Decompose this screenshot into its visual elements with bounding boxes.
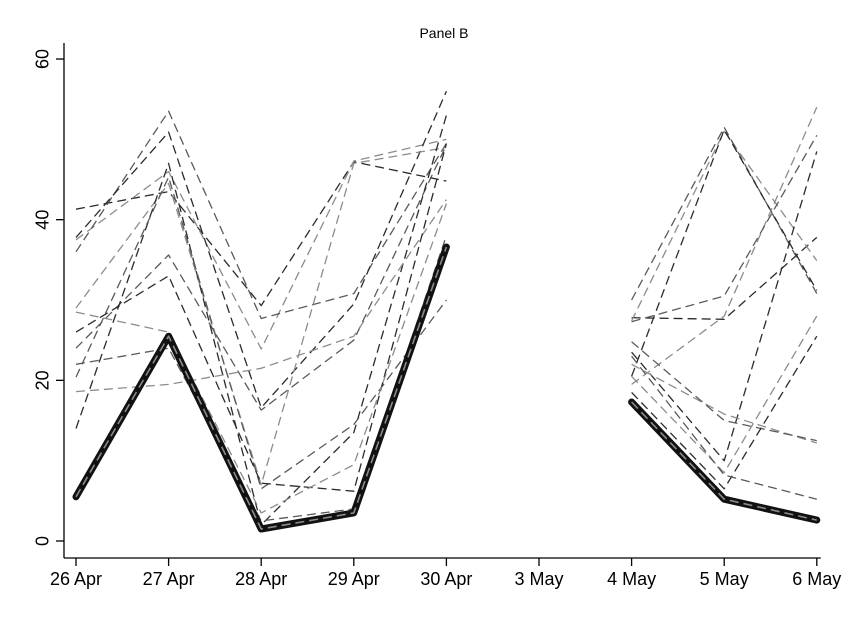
series-line-7 bbox=[75, 115, 448, 526]
y-tick-label: 40 bbox=[32, 210, 52, 230]
series-line-1 bbox=[75, 161, 447, 307]
series-line-8 bbox=[75, 199, 447, 393]
series-line-11 bbox=[75, 203, 448, 514]
series-line-9 bbox=[631, 341, 817, 442]
series-group bbox=[72, 90, 821, 533]
x-tick-label: 6 May bbox=[792, 569, 841, 589]
y-axis: 0 20 40 60 bbox=[32, 43, 65, 558]
y-tick-label: 0 bbox=[32, 536, 52, 546]
series-line-10 bbox=[75, 143, 448, 492]
series-line-3 bbox=[631, 126, 818, 301]
x-axis: 26 Apr 27 Apr 28 Apr 29 Apr 30 Apr 3 May 4 May… bbox=[50, 557, 841, 589]
x-tick-label: 28 Apr bbox=[235, 569, 287, 589]
y-tick-label: 20 bbox=[32, 370, 52, 390]
x-tick-label: 3 May bbox=[514, 569, 563, 589]
series-line-12 bbox=[631, 355, 817, 500]
series-line-6 bbox=[75, 144, 447, 411]
x-tick-label: 30 Apr bbox=[420, 569, 472, 589]
chart-title: Panel B bbox=[419, 25, 468, 41]
series-line-6 bbox=[631, 134, 818, 323]
series-line-12 bbox=[75, 235, 448, 522]
series-line-9 bbox=[75, 176, 447, 490]
series-line-4 bbox=[75, 90, 447, 409]
series-line-4 bbox=[630, 129, 818, 377]
series-line-highlight-dash bbox=[75, 246, 448, 530]
x-tick-label: 27 Apr bbox=[143, 569, 195, 589]
series-line-10 bbox=[631, 335, 818, 490]
series-line-3 bbox=[75, 110, 447, 320]
y-tick-label: 60 bbox=[32, 49, 52, 69]
series-line-5 bbox=[631, 106, 818, 385]
series-line-7 bbox=[631, 151, 818, 462]
series-line-2 bbox=[75, 138, 447, 350]
x-tick-label: 26 Apr bbox=[50, 569, 102, 589]
series-line-1 bbox=[631, 236, 818, 320]
series-line-5 bbox=[75, 146, 447, 486]
series-line-highlight-dash bbox=[631, 401, 817, 521]
x-tick-label: 29 Apr bbox=[328, 569, 380, 589]
series-line-2 bbox=[631, 130, 818, 322]
series-line-highlight bbox=[72, 243, 450, 533]
x-tick-label: 5 May bbox=[700, 569, 749, 589]
x-tick-label: 4 May bbox=[607, 569, 656, 589]
series-line-11 bbox=[631, 315, 818, 474]
